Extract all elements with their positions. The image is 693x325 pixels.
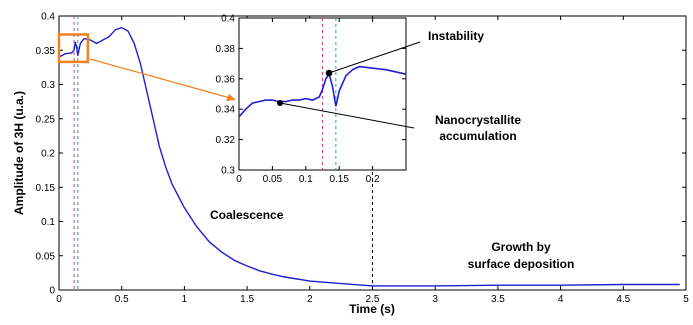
main-y-tick-label: 0.05 bbox=[36, 251, 56, 262]
zoom-arrow-head bbox=[226, 94, 236, 101]
inset-x-tick-label: 0.15 bbox=[329, 174, 349, 185]
main-y-tick-label: 0.35 bbox=[36, 46, 56, 57]
main-y-tick-label: 0.2 bbox=[41, 149, 55, 160]
inset-series-line bbox=[238, 65, 407, 118]
main-y-tick-label: 0.1 bbox=[41, 217, 55, 228]
main-x-tick-label: 1 bbox=[182, 294, 188, 305]
annotation-nanocrystallite: Nanocrystallite bbox=[435, 113, 521, 127]
annotation-coalescence: Coalescence bbox=[210, 208, 284, 222]
inset-y-tick-label: 0.36 bbox=[216, 74, 236, 85]
inset-y-tick-label: 0.4 bbox=[221, 14, 235, 25]
main-x-tick-label: 4 bbox=[558, 294, 564, 305]
main-x-tick-label: 3.5 bbox=[491, 294, 505, 305]
inset-marker-lines bbox=[322, 18, 337, 170]
annotation-growth-line1: Growth by bbox=[491, 240, 551, 254]
main-x-tick-label: 2 bbox=[307, 294, 313, 305]
main-marker-lines bbox=[73, 16, 373, 290]
zoom-highlight-box bbox=[57, 33, 90, 64]
zoom-arrow-line bbox=[89, 58, 231, 99]
accumulation-leader-line bbox=[279, 102, 415, 129]
main-x-tick-label: 2.5 bbox=[366, 294, 380, 305]
main-y-tick-label: 0.25 bbox=[36, 114, 56, 125]
main-y-tick-label: 0.3 bbox=[41, 80, 55, 91]
annotation-accumulation: accumulation bbox=[439, 129, 516, 143]
inset-background bbox=[239, 18, 406, 170]
inset-x-tick-label: 0.05 bbox=[263, 174, 283, 185]
annotation-instability: Instability bbox=[428, 29, 484, 43]
inset-y-tick-label: 0.3 bbox=[221, 166, 235, 177]
main-y-tick-label: 0.4 bbox=[41, 12, 55, 23]
main-x-tick-label: 0 bbox=[56, 294, 62, 305]
x-axis-label: Time (s) bbox=[349, 302, 395, 316]
main-y-tick-label: 0 bbox=[49, 286, 55, 297]
inset-y-tick-label: 0.32 bbox=[216, 135, 236, 146]
main-x-tick-label: 0.5 bbox=[115, 294, 129, 305]
inset-y-tick-label: 0.38 bbox=[216, 44, 236, 55]
y-axis-label: Amplitude of 3H (u.a.) bbox=[12, 91, 26, 215]
inset-axis-ticks: 0 0.05 0.1 0.15 0.2 0.3 0.32 0.34 0.36 0.38 0.4 bbox=[216, 14, 406, 185]
inset-x-tick-label: 0.1 bbox=[299, 174, 313, 185]
main-x-tick-label: 5 bbox=[683, 294, 689, 305]
main-y-tick-label: 0.15 bbox=[36, 183, 56, 194]
inset-x-tick-label: 0.2 bbox=[366, 174, 380, 185]
main-series-line bbox=[58, 26, 680, 287]
main-x-tick-label: 1.5 bbox=[240, 294, 254, 305]
inset-y-tick-label: 0.34 bbox=[216, 105, 236, 116]
inset-x-tick-label: 0 bbox=[236, 174, 242, 185]
main-x-tick-label: 3 bbox=[432, 294, 438, 305]
main-x-tick-label: 4.5 bbox=[616, 294, 630, 305]
instability-leader-line bbox=[328, 41, 421, 74]
annotation-growth-line2: surface deposition bbox=[468, 257, 575, 271]
